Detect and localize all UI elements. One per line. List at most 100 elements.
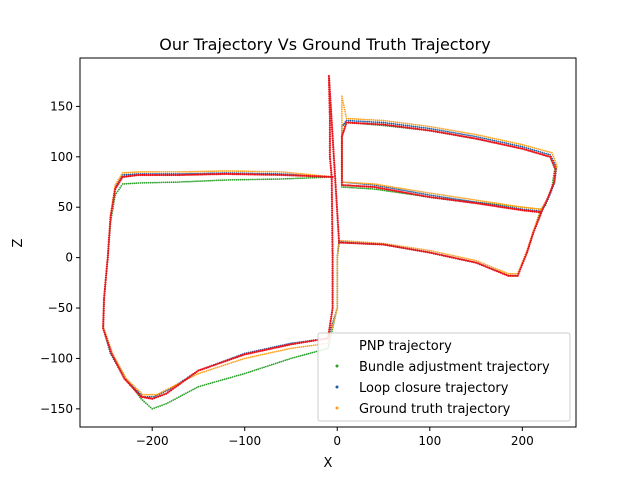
trajectory-point — [245, 372, 248, 374]
trajectory-point — [469, 198, 471, 201]
trajectory-point — [258, 170, 260, 173]
trajectory-point — [174, 173, 177, 177]
trajectory-point — [491, 204, 494, 207]
trajectory-point — [340, 163, 343, 166]
trajectory-point — [444, 198, 447, 201]
trajectory-point — [404, 247, 407, 250]
trajectory-point — [441, 194, 443, 196]
trajectory-point — [464, 135, 468, 138]
trajectory-point — [331, 296, 334, 299]
trajectory-point — [343, 106, 346, 109]
trajectory-point — [147, 171, 150, 173]
trajectory-point — [526, 249, 529, 252]
trajectory-point — [505, 273, 508, 277]
trajectory-point — [180, 173, 184, 176]
trajectory-point — [235, 374, 238, 377]
trajectory-point — [539, 148, 541, 151]
trajectory-point — [294, 342, 297, 345]
trajectory-point — [199, 173, 202, 176]
trajectory-point — [250, 170, 252, 173]
trajectory-point — [215, 173, 218, 176]
trajectory-point — [334, 185, 337, 189]
trajectory-point — [225, 170, 228, 172]
trajectory-point — [168, 181, 171, 184]
y-tick-label: 100 — [50, 150, 73, 164]
trajectory-point — [262, 173, 265, 176]
trajectory-point — [523, 209, 526, 212]
trajectory-point — [475, 135, 477, 138]
trajectory-point — [424, 191, 427, 194]
trajectory-point — [418, 248, 421, 250]
trajectory-point — [282, 173, 285, 177]
trajectory-point — [270, 351, 272, 354]
trajectory-point — [542, 206, 545, 209]
trajectory-point — [281, 345, 284, 348]
trajectory-point — [129, 382, 132, 384]
trajectory-point — [109, 350, 112, 353]
trajectory-point — [225, 179, 228, 181]
trajectory-point — [174, 398, 177, 400]
trajectory-point — [124, 379, 127, 382]
trajectory-point — [311, 351, 314, 354]
x-axis-ticks: −200 −100 0 100 200 — [136, 427, 534, 448]
trajectory-point — [494, 267, 496, 270]
trajectory-point — [381, 187, 384, 190]
trajectory-point — [357, 182, 359, 184]
trajectory-point — [366, 118, 368, 121]
trajectory-point — [328, 88, 331, 91]
trajectory-point — [230, 362, 233, 364]
trajectory-point — [255, 354, 258, 357]
trajectory-point — [127, 182, 130, 185]
trajectory-point — [529, 148, 532, 150]
trajectory-point — [341, 106, 343, 109]
trajectory-point — [121, 373, 124, 376]
trajectory-point — [515, 146, 518, 149]
trajectory-point — [514, 274, 518, 277]
trajectory-point — [392, 124, 395, 127]
trajectory-point — [110, 209, 113, 212]
trajectory-point — [329, 160, 332, 163]
trajectory-point — [292, 174, 295, 177]
trajectory-point — [455, 130, 457, 133]
trajectory-point — [436, 193, 439, 196]
trajectory-point — [416, 126, 419, 128]
trajectory-point — [458, 134, 462, 137]
trajectory-point — [483, 200, 485, 203]
trajectory-point — [398, 246, 401, 249]
trajectory-point — [343, 122, 346, 125]
trajectory-point — [280, 360, 283, 363]
trajectory-point — [454, 257, 457, 260]
trajectory-point — [112, 356, 115, 359]
trajectory-point — [185, 180, 187, 183]
trajectory-point — [109, 218, 112, 221]
trajectory-point — [290, 174, 293, 177]
trajectory-point — [503, 203, 506, 206]
trajectory-point — [363, 182, 365, 185]
trajectory-point — [331, 229, 334, 232]
trajectory-point — [328, 119, 331, 123]
trajectory-point — [436, 130, 439, 134]
trajectory-point — [331, 240, 334, 243]
trajectory-point — [376, 121, 379, 124]
trajectory-point — [545, 200, 548, 203]
trajectory-point — [420, 194, 423, 197]
trajectory-point — [494, 269, 497, 272]
trajectory-point — [409, 189, 411, 191]
trajectory-point — [414, 127, 417, 130]
trajectory-point — [356, 242, 359, 245]
trajectory-point — [102, 318, 105, 321]
trajectory-point — [199, 180, 202, 183]
trajectory-point — [139, 171, 142, 173]
trajectory-point — [392, 122, 395, 125]
trajectory-point — [259, 354, 262, 356]
trajectory-point — [420, 128, 423, 131]
trajectory-point — [211, 170, 214, 173]
trajectory-point — [105, 265, 108, 268]
trajectory-point — [142, 393, 144, 396]
trajectory-point — [336, 219, 339, 222]
trajectory-point — [411, 191, 413, 193]
trajectory-point — [121, 183, 124, 185]
trajectory-point — [419, 192, 421, 195]
trajectory-point — [527, 147, 530, 150]
trajectory-point — [472, 201, 476, 204]
